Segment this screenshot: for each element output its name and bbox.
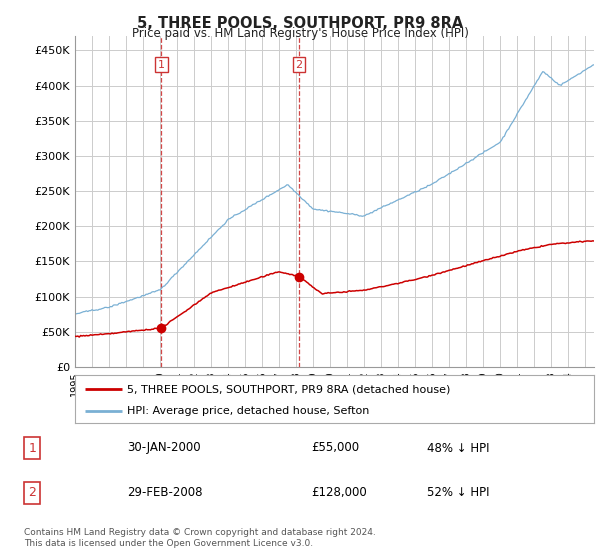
Text: Price paid vs. HM Land Registry's House Price Index (HPI): Price paid vs. HM Land Registry's House … — [131, 27, 469, 40]
Text: 48% ↓ HPI: 48% ↓ HPI — [427, 441, 489, 455]
Text: 29-FEB-2008: 29-FEB-2008 — [127, 486, 203, 500]
Text: 1: 1 — [28, 441, 36, 455]
Text: 30-JAN-2000: 30-JAN-2000 — [127, 441, 201, 455]
Text: 2: 2 — [296, 59, 302, 69]
Text: £55,000: £55,000 — [311, 441, 359, 455]
Text: Contains HM Land Registry data © Crown copyright and database right 2024.: Contains HM Land Registry data © Crown c… — [24, 528, 376, 536]
Text: 5, THREE POOLS, SOUTHPORT, PR9 8RA (detached house): 5, THREE POOLS, SOUTHPORT, PR9 8RA (deta… — [127, 385, 450, 394]
Text: 2: 2 — [28, 486, 36, 500]
Text: 5, THREE POOLS, SOUTHPORT, PR9 8RA: 5, THREE POOLS, SOUTHPORT, PR9 8RA — [137, 16, 463, 31]
Text: 52% ↓ HPI: 52% ↓ HPI — [427, 486, 489, 500]
Text: This data is licensed under the Open Government Licence v3.0.: This data is licensed under the Open Gov… — [24, 539, 313, 548]
Text: 1: 1 — [158, 59, 165, 69]
Text: HPI: Average price, detached house, Sefton: HPI: Average price, detached house, Seft… — [127, 406, 369, 416]
Text: £128,000: £128,000 — [311, 486, 367, 500]
